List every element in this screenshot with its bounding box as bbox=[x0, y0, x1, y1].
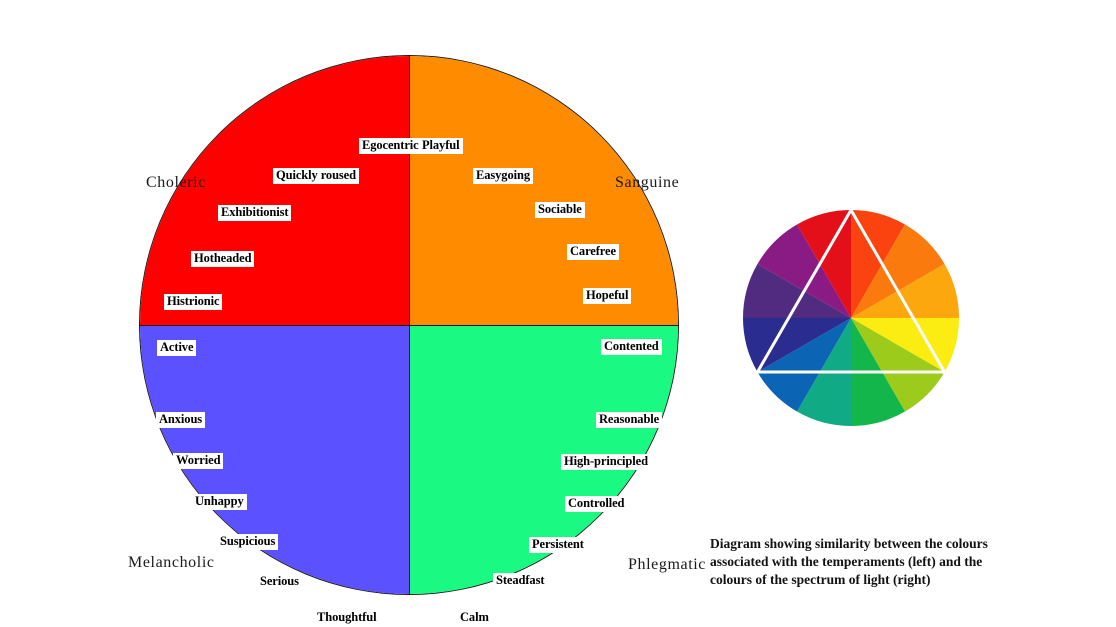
colour-spectrum-wheel[interactable] bbox=[741, 208, 961, 428]
colour-segment-red bbox=[797, 210, 851, 318]
colour-segment-orange-red bbox=[851, 210, 905, 318]
trait-label-choleric-2: Exhibitionist bbox=[218, 205, 292, 221]
trait-label-phlegmatic-1: High-principled bbox=[561, 454, 651, 470]
temperament-name-sanguine: Sanguine bbox=[615, 174, 680, 191]
colour-segment-yellow-green bbox=[851, 318, 945, 412]
trait-label-choleric-1: Quickly roused bbox=[273, 168, 359, 184]
quadrant-choleric[interactable] bbox=[140, 56, 409, 325]
colour-segment-orange bbox=[851, 224, 945, 318]
trait-label-melancholic-3: Suspicious bbox=[217, 534, 279, 550]
temperament-name-phlegmatic: Phlegmatic bbox=[628, 556, 706, 573]
trait-label-melancholic-0: Anxious bbox=[156, 412, 206, 428]
trait-label-sanguine-0: Playful bbox=[419, 138, 463, 154]
colour-segment-violet bbox=[743, 264, 851, 318]
colour-segment-yellow bbox=[851, 318, 959, 372]
temperament-disc bbox=[140, 56, 678, 594]
trait-label-phlegmatic-0: Reasonable bbox=[596, 412, 663, 428]
trait-label-sanguine-3: Carefree bbox=[567, 244, 619, 260]
diagram-caption: Diagram showing similarity between the c… bbox=[710, 535, 1060, 589]
trait-label-choleric-4: Histrionic bbox=[164, 294, 223, 310]
trait-label-phlegmatic-3: Persistent bbox=[529, 537, 587, 553]
trait-label-choleric-5: Active bbox=[157, 340, 197, 356]
caption-line-2: associated with the temperaments (left) … bbox=[710, 554, 983, 569]
colour-segment-blue bbox=[757, 318, 851, 412]
trait-label-phlegmatic-4: Steadfast bbox=[493, 573, 548, 589]
trait-label-phlegmatic-5: Calm bbox=[457, 610, 492, 626]
temperament-wheel: Egocentric Quickly roused Exhibitionist Hot… bbox=[128, 56, 705, 626]
trait-label-melancholic-2: Unhappy bbox=[192, 494, 247, 510]
trait-label-melancholic-1: Worried bbox=[173, 453, 224, 469]
colour-wheel-svg bbox=[743, 208, 959, 426]
temperament-name-melancholic: Melancholic bbox=[128, 554, 215, 571]
trait-label-sanguine-1: Easygoing bbox=[473, 168, 533, 184]
trait-label-melancholic-5: Thoughtful bbox=[314, 610, 380, 626]
trait-label-sanguine-4: Hopeful bbox=[583, 288, 632, 304]
trait-label-melancholic-4: Serious bbox=[257, 574, 302, 590]
colour-segment-deep-blue bbox=[743, 318, 851, 372]
trait-label-sanguine-2: Sociable bbox=[535, 202, 585, 218]
triad-triangle-overlay bbox=[754, 208, 948, 374]
trait-label-phlegmatic-2: Controlled bbox=[565, 496, 628, 512]
caption-line-1: Diagram showing similarity between the c… bbox=[710, 536, 988, 551]
colour-wheel-segments bbox=[743, 210, 959, 426]
colour-segment-amber bbox=[851, 264, 959, 318]
horizontal-divider bbox=[140, 324, 678, 326]
trait-label-choleric-0: Egocentric bbox=[359, 138, 422, 154]
trait-label-choleric-3: Hotheaded bbox=[191, 251, 255, 267]
caption-line-3: colours of the spectrum of light (right) bbox=[710, 572, 931, 587]
quadrant-sanguine[interactable] bbox=[409, 56, 678, 325]
colour-segment-purple bbox=[757, 224, 851, 318]
temperament-name-choleric: Choleric bbox=[146, 174, 206, 191]
trait-label-sanguine-5: Contented bbox=[601, 339, 662, 355]
